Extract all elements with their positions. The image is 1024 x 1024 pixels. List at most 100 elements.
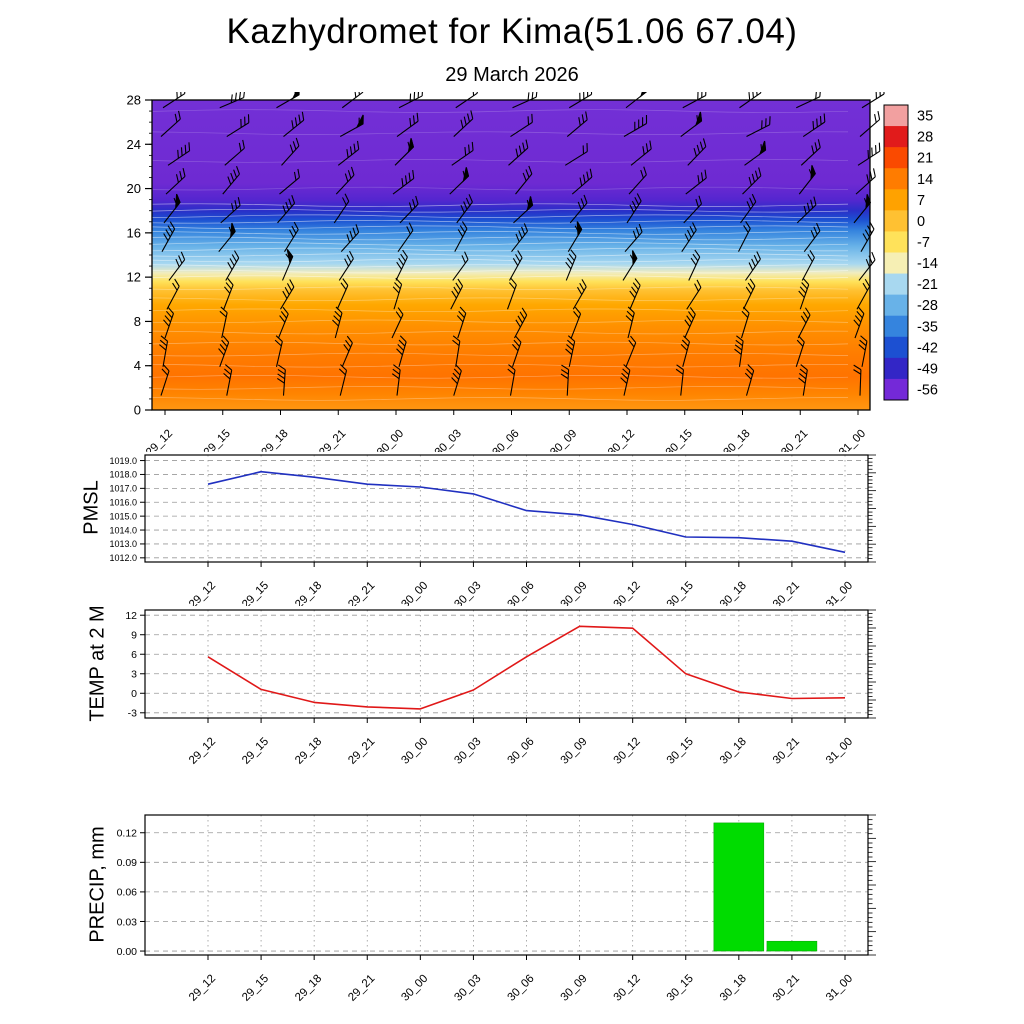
colorbar-tick-label: -21	[917, 277, 938, 293]
x-tick-label: 29_18	[293, 736, 324, 766]
x-tick-label: 30_15	[665, 736, 696, 766]
x-tick-label: 31_00	[824, 580, 855, 606]
x-tick-label: 30_15	[665, 580, 696, 606]
y-tick-label: 24	[127, 137, 141, 152]
x-tick-label: 30_18	[718, 973, 749, 1004]
x-tick-label: 30_09	[559, 580, 590, 606]
x-tick-label: 30_12	[612, 973, 643, 1004]
x-tick-label: 29_18	[293, 973, 324, 1004]
x-axis: 29_12 29_15 29_18 29_21 30_00 30_03 30_06 30_09…	[187, 955, 855, 1004]
y-tick-label: 28	[127, 93, 141, 108]
x-tick-label: 30_12	[612, 736, 643, 766]
y-tick-label: 8	[134, 314, 141, 329]
x-tick-label: 29_21	[317, 428, 348, 452]
x-tick-label: 30_18	[718, 736, 749, 766]
x-tick-label: 31_00	[824, 973, 855, 1004]
y-tick-label: 1013.0	[109, 539, 137, 549]
temp-plot: 12 9 6 3 0 -3 29_12 29_15 29_18 29_21 30_00 30_03 30…	[125, 609, 876, 766]
x-tick-label: 30_12	[612, 580, 643, 606]
right-minor-ticks	[868, 454, 876, 563]
x-tick-label: 30_03	[452, 973, 483, 1004]
y-tick-label: 1015.0	[109, 511, 137, 521]
y-tick-label: 0.06	[117, 887, 138, 899]
y-axis: 0.12 0.09 0.06 0.03 0.00	[117, 828, 145, 958]
y-tick-label: 9	[131, 630, 137, 642]
y-tick-label: 0.00	[117, 946, 138, 958]
x-tick-label: 30_21	[771, 580, 802, 606]
x-tick-label: 30_15	[664, 428, 695, 452]
y-tick-label: 12	[127, 270, 141, 285]
y-axis: 12 9 6 3 0 -3	[125, 610, 145, 720]
x-axis: 29_12 29_15 29_18 29_21 30_00 30_03 30_06 30_09…	[187, 562, 855, 606]
colorbar-tick-label: -35	[917, 319, 938, 335]
y-tick-label: 1016.0	[109, 497, 137, 507]
x-tick-label: 30_03	[433, 428, 464, 452]
date-subtitle: 29 March 2026	[445, 64, 579, 86]
x-tick-label: 29_15	[240, 973, 271, 1004]
temp-2m-line	[207, 625, 846, 710]
y-tick-label: 3	[131, 669, 137, 681]
right-minor-ticks	[868, 814, 876, 956]
colorbar-tick-label: 7	[917, 193, 925, 209]
y-tick-label: 0.03	[117, 916, 138, 928]
x-tick-label: 30_12	[606, 428, 637, 452]
y-tick-label: 1018.0	[109, 470, 137, 480]
x-axis: 29_12 29_15 29_18 29_21 30_00 30_03 30_06 30_09…	[187, 718, 855, 766]
right-minor-ticks	[868, 609, 876, 719]
y-tick-label: 12	[125, 610, 137, 622]
x-tick-label: 29_18	[260, 428, 291, 452]
precip-plot: 0.12 0.09 0.06 0.03 0.00 29_12 29_15 29_18 29_21…	[117, 814, 876, 1004]
x-tick-label: 30_18	[718, 580, 749, 606]
colorbar-tick-label: -49	[917, 361, 938, 377]
x-tick-label: 29_15	[240, 580, 271, 606]
colorbar-tick-label: 35	[917, 109, 933, 125]
x-tick-label: 30_18	[722, 428, 753, 452]
x-tick-label: 30_00	[399, 736, 430, 766]
colorbar-tick-label: -56	[917, 382, 938, 398]
x-tick-label: 30_09	[548, 428, 579, 452]
x-tick-label: 30_00	[399, 973, 430, 1004]
y-tick-label: 0	[131, 688, 137, 700]
wind-barbs	[159, 92, 885, 396]
y-tick-label: 0.09	[117, 857, 138, 869]
y-tick-label: 6	[131, 649, 137, 661]
x-tick-label: 30_06	[506, 736, 537, 766]
gridlines	[145, 610, 868, 718]
x-tick-label: 29_12	[144, 428, 175, 452]
x-tick-label: 30_06	[506, 580, 537, 606]
colorbar-tick-label: 14	[917, 172, 933, 188]
y-tick-label: -3	[128, 708, 137, 720]
cross-section-y-axis: 0 4 8 12 16 20 24 28	[127, 93, 152, 418]
x-tick-label: 29_21	[346, 736, 377, 766]
x-tick-label: 30_21	[771, 973, 802, 1004]
x-tick-label: 31_00	[824, 736, 855, 766]
x-tick-label: 29_21	[346, 973, 377, 1004]
panel-border	[144, 609, 869, 719]
cross-section-plot: 0 4 8 12 16 20 24 28 29_12 29_15 29_18 29_21 30_00 30…	[127, 92, 938, 452]
x-tick-label: 30_03	[452, 736, 483, 766]
page-title: Kazhydromet for Kima(51.06 67.04)	[226, 12, 798, 51]
y-tick-label: 20	[127, 181, 141, 196]
colorbar: 35 28 21 14 7 0 -7 -14 -21 -28 -35 -42 -49 -56	[883, 104, 938, 401]
colorbar-tick-label: -28	[917, 298, 938, 314]
y-tick-label: 1014.0	[109, 525, 137, 535]
y-tick-label: 0.12	[117, 828, 138, 840]
precip-bar	[713, 822, 765, 952]
x-tick-label: 30_15	[665, 973, 696, 1004]
y-tick-label: 4	[134, 358, 141, 373]
x-tick-label: 31_00	[837, 428, 868, 452]
contour-lines	[151, 109, 849, 401]
colorbar-tick-label: -42	[917, 340, 938, 356]
y-tick-label: 16	[127, 225, 141, 240]
x-tick-label: 29_21	[346, 580, 377, 606]
pmsl-plot: 1019.0 1018.0 1017.0 1016.0 1015.0 1014.0 1013…	[109, 454, 876, 606]
x-tick-label: 30_21	[779, 428, 810, 452]
x-tick-label: 30_06	[491, 428, 522, 452]
x-tick-label: 30_00	[399, 580, 430, 606]
colorbar-tick-label: 0	[917, 214, 925, 230]
x-tick-label: 30_06	[506, 973, 537, 1004]
x-tick-label: 29_18	[293, 580, 324, 606]
x-tick-label: 29_12	[187, 973, 218, 1004]
y-tick-label: 1019.0	[109, 456, 137, 466]
